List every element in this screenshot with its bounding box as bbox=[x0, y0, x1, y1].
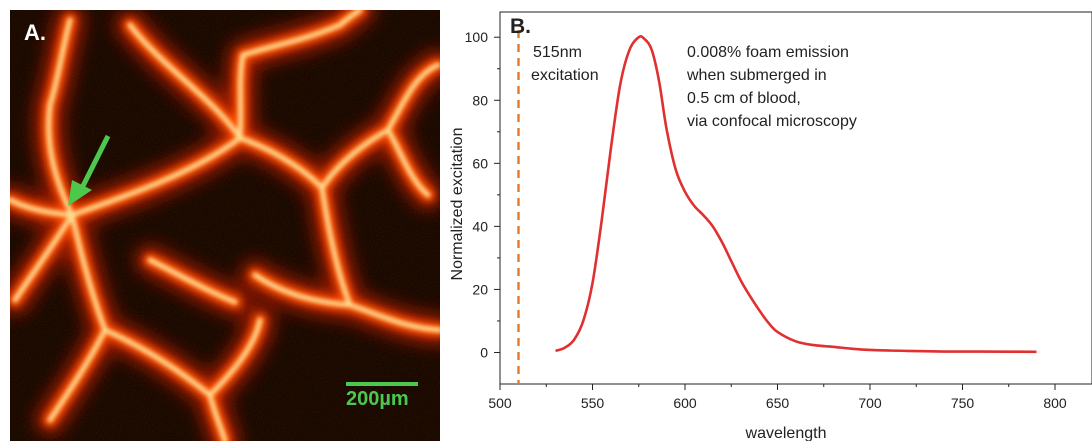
confocal-image-panel: A. 200µm bbox=[10, 10, 440, 441]
x-tick-label: 550 bbox=[581, 395, 605, 411]
foam-network-image bbox=[10, 10, 440, 441]
excitation-annotation-line-2: excitation bbox=[531, 67, 599, 84]
y-tick-label: 20 bbox=[472, 281, 488, 297]
excitation-annotation-line-1: 515nm bbox=[533, 44, 582, 61]
series-line bbox=[555, 35, 1037, 354]
emission-annotation-line-4: via confocal microscopy bbox=[687, 113, 857, 130]
x-tick-label: 650 bbox=[766, 395, 790, 411]
plot-frame bbox=[499, 11, 1092, 385]
scale-bar bbox=[346, 382, 418, 386]
y-axis-label: Normalized excitation bbox=[449, 128, 466, 281]
panel-b-label: B. bbox=[510, 15, 531, 38]
x-tick-label: 700 bbox=[858, 395, 882, 411]
panel-a-label: A. bbox=[24, 20, 46, 45]
y-tick-label: 40 bbox=[472, 218, 488, 234]
x-tick-label: 500 bbox=[488, 395, 512, 411]
y-tick-label: 80 bbox=[472, 92, 488, 108]
emission-spectrum-chart: 500 550 600 650 700 750 800 0 20 40 60 80 100 B. 515… bbox=[449, 11, 1092, 441]
emission-chart-panel: 500 550 600 650 700 750 800 0 20 40 60 80 100 B. 515… bbox=[440, 0, 1092, 441]
x-tick-label: 800 bbox=[1043, 395, 1067, 411]
emission-annotation-line-1: 0.008% foam emission bbox=[687, 44, 849, 61]
x-axis-label: wavelength bbox=[745, 425, 827, 441]
emission-annotation-line-2: when submerged in bbox=[686, 67, 827, 84]
x-tick-label: 600 bbox=[673, 395, 697, 411]
y-tick-label: 100 bbox=[465, 29, 489, 45]
emission-annotation-line-3: 0.5 cm of blood, bbox=[687, 90, 801, 107]
y-tick-label: 60 bbox=[472, 155, 488, 171]
scale-bar-label: 200µm bbox=[346, 388, 409, 410]
arrow-down-left-icon bbox=[68, 134, 111, 206]
y-tick-label: 0 bbox=[480, 344, 488, 360]
x-tick-label: 750 bbox=[951, 395, 975, 411]
